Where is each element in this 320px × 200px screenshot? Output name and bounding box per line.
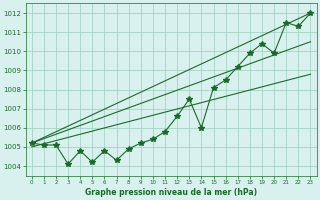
X-axis label: Graphe pression niveau de la mer (hPa): Graphe pression niveau de la mer (hPa) bbox=[85, 188, 257, 197]
